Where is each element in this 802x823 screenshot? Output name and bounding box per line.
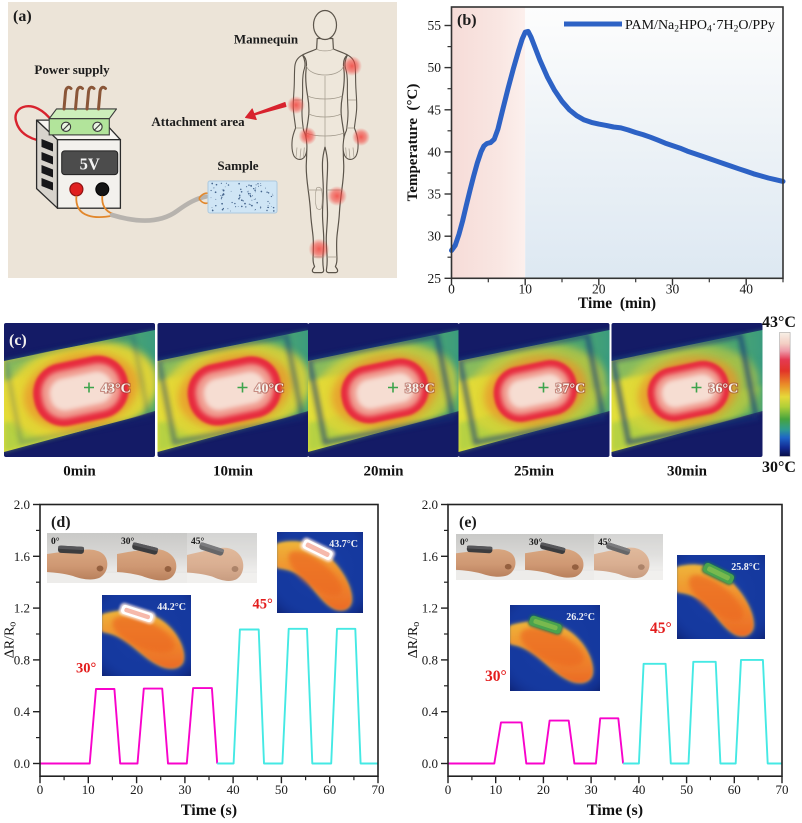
svg-text:Power supply: Power supply [34, 62, 110, 77]
svg-text:Mannequin: Mannequin [234, 32, 299, 47]
svg-text:0: 0 [448, 282, 455, 297]
svg-text:55: 55 [428, 18, 442, 33]
svg-text:ΔR/Ro: ΔR/Ro [406, 622, 422, 659]
svg-text:30: 30 [178, 782, 191, 797]
svg-text:60: 60 [323, 782, 336, 797]
svg-text:37°C: 37°C [556, 382, 586, 397]
svg-text:25.8°C: 25.8°C [731, 562, 760, 573]
svg-text:0°: 0° [51, 536, 60, 547]
svg-text:0: 0 [445, 782, 452, 797]
svg-text:(b): (b) [457, 12, 477, 29]
svg-text:0.0: 0.0 [422, 756, 438, 771]
svg-text:0.0: 0.0 [14, 756, 30, 771]
svg-text:30: 30 [666, 282, 680, 297]
svg-text:0°: 0° [460, 537, 469, 548]
svg-text:40: 40 [428, 144, 442, 159]
svg-text:35: 35 [428, 187, 442, 202]
svg-text:ΔR/Ro: ΔR/Ro [3, 622, 19, 659]
svg-text:5V: 5V [80, 155, 100, 174]
svg-text:20min: 20min [363, 464, 404, 480]
svg-text:Sample: Sample [217, 158, 258, 173]
svg-text:30: 30 [428, 229, 442, 244]
svg-text:40: 40 [739, 282, 753, 297]
svg-text:43.7°C: 43.7°C [329, 539, 358, 550]
svg-text:1.6: 1.6 [14, 549, 31, 564]
svg-text:36°C: 36°C [709, 382, 739, 397]
svg-text:10: 10 [489, 782, 502, 797]
svg-text:50: 50 [275, 782, 288, 797]
svg-text:45°: 45° [191, 536, 205, 547]
svg-text:0min: 0min [63, 464, 96, 480]
svg-text:45°: 45° [253, 597, 274, 613]
svg-text:Temperature (°C): Temperature (°C) [405, 84, 421, 202]
svg-text:26.2°C: 26.2°C [566, 612, 595, 623]
svg-text:0: 0 [37, 782, 44, 797]
svg-text:40: 40 [227, 782, 240, 797]
svg-text:1.2: 1.2 [14, 601, 30, 616]
svg-text:45°: 45° [650, 620, 672, 637]
svg-text:45: 45 [428, 102, 442, 117]
svg-text:30°: 30° [76, 661, 97, 677]
svg-text:60: 60 [728, 782, 741, 797]
svg-text:50: 50 [428, 60, 442, 75]
svg-text:30: 30 [585, 782, 598, 797]
svg-text:30min: 30min [667, 464, 708, 480]
svg-text:43°C: 43°C [762, 314, 796, 331]
svg-text:40°C: 40°C [255, 382, 285, 397]
svg-text:30°C: 30°C [762, 459, 796, 476]
svg-text:25min: 25min [514, 464, 555, 480]
svg-text:PAM/Na2HPO4·7H2O/PPy: PAM/Na2HPO4·7H2O/PPy [625, 18, 775, 35]
svg-text:Time (s): Time (s) [587, 802, 643, 819]
svg-text:0.8: 0.8 [14, 652, 30, 667]
svg-text:20: 20 [592, 282, 606, 297]
svg-text:(a): (a) [13, 8, 32, 25]
svg-text:44.2°C: 44.2°C [157, 602, 186, 613]
svg-text:10: 10 [518, 282, 532, 297]
svg-text:1.6: 1.6 [422, 549, 439, 564]
svg-text:Time (min): Time (min) [578, 295, 656, 312]
svg-text:20: 20 [537, 782, 550, 797]
svg-text:70: 70 [776, 782, 789, 797]
svg-text:2.0: 2.0 [14, 497, 30, 512]
svg-text:25: 25 [428, 271, 442, 286]
svg-text:30°: 30° [529, 537, 543, 548]
svg-text:1.2: 1.2 [422, 601, 438, 616]
svg-text:40: 40 [632, 782, 645, 797]
svg-text:2.0: 2.0 [422, 497, 438, 512]
svg-text:38°C: 38°C [405, 382, 435, 397]
svg-text:70: 70 [372, 782, 385, 797]
svg-text:30°: 30° [485, 668, 507, 685]
svg-text:Time (s): Time (s) [181, 802, 237, 819]
svg-text:45°: 45° [598, 537, 612, 548]
svg-text:50: 50 [680, 782, 693, 797]
svg-text:30°: 30° [121, 536, 135, 547]
svg-text:0.4: 0.4 [14, 704, 31, 719]
svg-text:10min: 10min [213, 464, 254, 480]
svg-text:(e): (e) [459, 514, 477, 531]
svg-text:10: 10 [82, 782, 95, 797]
svg-text:(c): (c) [9, 332, 27, 349]
svg-text:43°C: 43°C [101, 382, 131, 397]
svg-text:20: 20 [130, 782, 143, 797]
svg-text:0.8: 0.8 [422, 652, 438, 667]
svg-text:(d): (d) [51, 514, 71, 531]
svg-text:0.4: 0.4 [422, 704, 439, 719]
svg-text:Attachment area: Attachment area [151, 114, 245, 129]
